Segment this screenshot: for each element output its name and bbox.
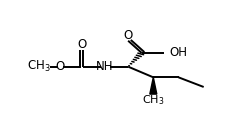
Text: CH$_3$: CH$_3$ — [27, 59, 51, 74]
Text: O: O — [124, 29, 133, 42]
Text: OH: OH — [169, 46, 187, 59]
Text: CH$_3$: CH$_3$ — [142, 93, 165, 107]
Text: O: O — [56, 60, 65, 73]
Polygon shape — [150, 77, 157, 94]
Text: O: O — [77, 38, 86, 51]
Text: NH: NH — [96, 60, 114, 73]
